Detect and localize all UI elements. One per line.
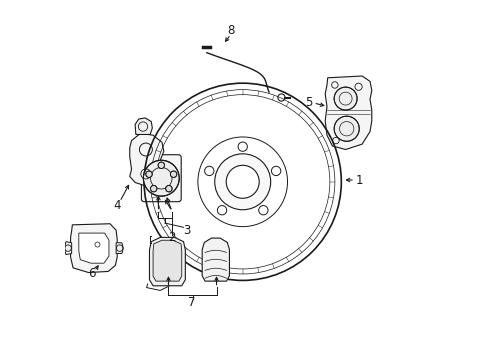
FancyBboxPatch shape (141, 155, 181, 202)
Circle shape (333, 116, 359, 141)
Circle shape (158, 162, 164, 168)
Polygon shape (70, 224, 117, 273)
Circle shape (165, 185, 172, 192)
Text: 5: 5 (305, 96, 312, 109)
Circle shape (145, 171, 152, 177)
Text: 8: 8 (227, 24, 234, 37)
Polygon shape (202, 238, 229, 281)
Text: 4: 4 (113, 199, 121, 212)
Text: 3: 3 (183, 224, 190, 237)
Polygon shape (79, 233, 109, 263)
Circle shape (150, 185, 157, 192)
Circle shape (226, 165, 259, 198)
Circle shape (333, 87, 356, 110)
Circle shape (144, 83, 341, 280)
Polygon shape (129, 134, 163, 185)
Polygon shape (153, 240, 182, 281)
Polygon shape (135, 118, 152, 134)
Text: 7: 7 (187, 296, 195, 309)
Polygon shape (149, 237, 185, 286)
Circle shape (214, 154, 270, 210)
Circle shape (170, 171, 177, 177)
Circle shape (143, 160, 179, 196)
Polygon shape (325, 76, 371, 149)
Text: 1: 1 (355, 174, 362, 186)
Text: 2: 2 (168, 231, 176, 244)
Polygon shape (64, 242, 72, 255)
Polygon shape (116, 243, 123, 253)
Text: 6: 6 (88, 267, 96, 280)
